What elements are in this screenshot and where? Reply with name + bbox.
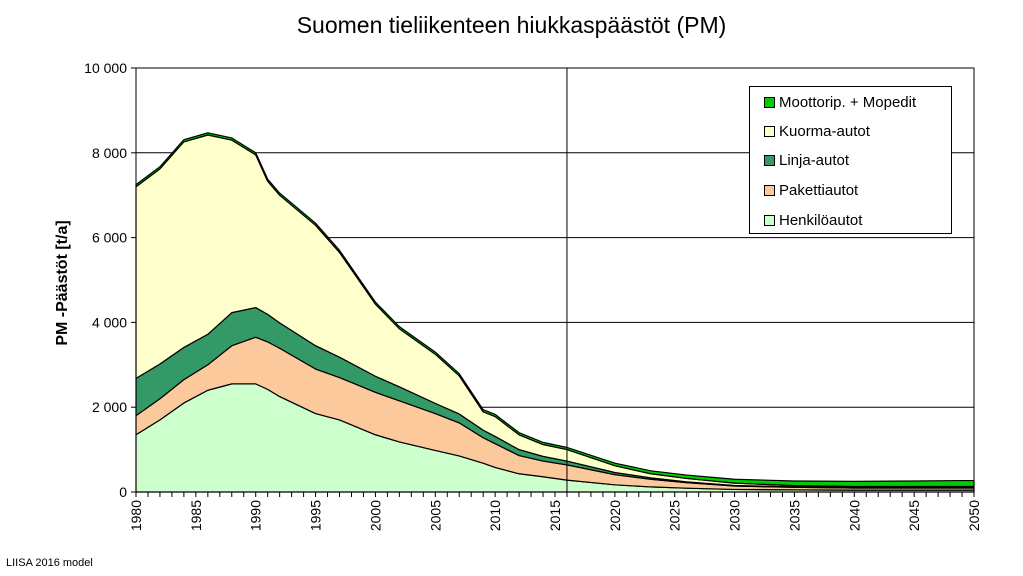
x-tick-label: 1985: [188, 500, 204, 531]
legend: Moottorip. + Mopedit Kuorma-autot Linja-…: [749, 86, 952, 234]
x-tick-label: 2010: [487, 500, 503, 531]
chart-title: Suomen tieliikenteen hiukkaspäästöt (PM): [296, 12, 727, 38]
y-axis-label: PM -Päästöt [t/a]: [54, 220, 71, 345]
axes: [131, 67, 975, 497]
y-tick-label: 0: [119, 484, 127, 500]
x-tick-label: 2020: [607, 500, 623, 531]
y-tick-label: 2 000: [92, 399, 127, 415]
legend-label: Pakettiautot: [779, 181, 859, 199]
y-tick-label: 6 000: [92, 230, 127, 246]
x-tick-labels: 1980 1985 1990 1995 2000 2005 2010 2015 2020 2025…: [128, 500, 982, 531]
x-tick-label: 1990: [248, 500, 264, 531]
y-tick-labels: 0 2 000 4 000 6 000 8 000 10 000: [84, 60, 127, 500]
legend-item-linja-autot: Linja-autot: [764, 150, 849, 170]
legend-label: Henkilöautot: [779, 211, 863, 229]
legend-item-pakettiautot: Pakettiautot: [764, 180, 858, 200]
x-tick-label: 2030: [727, 500, 743, 531]
x-tick-label: 1995: [308, 500, 324, 531]
legend-swatch: [764, 214, 775, 226]
x-tick-label: 1980: [128, 500, 144, 531]
legend-swatch: [764, 125, 775, 137]
legend-label: Kuorma-autot: [779, 122, 870, 140]
legend-item-kuorma-autot: Kuorma-autot: [764, 121, 870, 141]
x-tick-label: 2005: [427, 500, 443, 531]
legend-swatch: [764, 184, 775, 196]
y-tick-label: 10 000: [84, 60, 127, 76]
x-tick-label: 2000: [367, 500, 383, 531]
y-tick-label: 8 000: [92, 145, 127, 161]
legend-swatch: [764, 154, 775, 166]
legend-label: Linja-autot: [779, 151, 850, 169]
x-tick-label: 2025: [667, 500, 683, 531]
legend-label: Moottorip. + Mopedit: [779, 93, 917, 111]
footer-note: LIISA 2016 model: [6, 557, 93, 569]
x-tick-label: 2015: [547, 500, 563, 531]
x-tick-label: 2045: [906, 500, 922, 531]
y-tick-label: 4 000: [92, 314, 127, 330]
x-tick-label: 2050: [966, 500, 982, 531]
legend-item-henkiloautot: Henkilöautot: [764, 210, 862, 230]
legend-item-mopedit: Moottorip. + Mopedit: [764, 92, 916, 112]
x-tick-label: 2040: [846, 500, 862, 531]
legend-swatch: [764, 96, 775, 108]
x-tick-label: 2035: [786, 500, 802, 531]
